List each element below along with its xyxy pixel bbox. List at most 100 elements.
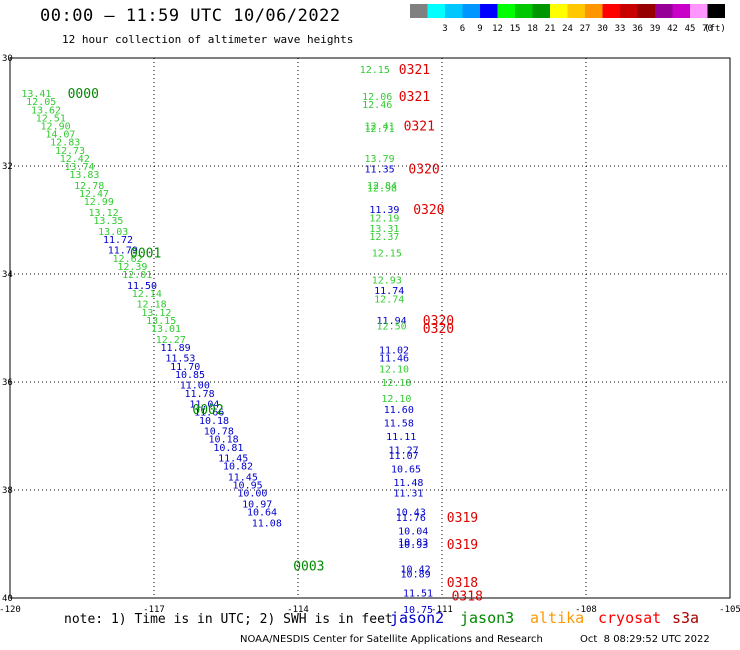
x-tick-label: -114 [287,605,309,615]
wave-height-point: 13.01 [151,324,181,335]
wave-height-point: 10.18 [199,416,229,427]
y-tick-label: 40 [2,594,13,604]
colorbar-tick-label: 42 [667,24,678,34]
wave-height-point: 13.74 [65,162,95,173]
wave-height-point: 14.07 [45,130,75,141]
wave-height-point: 10.93 [398,540,428,551]
wave-height-point: 11.04 [189,400,219,411]
wave-height-point: 12.37 [369,232,399,243]
x-tick-label: -111 [431,605,453,615]
wave-height-map: -120 -117 -114 -111 -108 -105 30 32 34 36 38 40 13.4… [0,54,740,616]
wave-height-point: 11.08 [252,518,282,529]
wave-height-point: 10.83 [398,537,428,548]
colorbar-swatch [427,4,445,18]
credit-line: NOAA/NESDIS Center for Satellite Applica… [240,634,543,645]
wave-height-point: 12.18 [137,300,167,311]
wave-height-point: 11.27 [389,446,419,457]
wave-height-point: 11.31 [393,489,423,500]
colorbar-unit: (ft) [704,24,726,34]
colorbar-swatch [620,4,638,18]
wave-height-point: 10.81 [213,443,243,454]
wave-height-point: 12.83 [50,138,80,149]
wave-height-point: 12.93 [372,275,402,286]
time-label: 0318 [447,576,478,591]
wave-height-point: 11.48 [393,478,423,489]
wave-height-point: 12.15 [372,248,402,259]
wave-height-point: 11.00 [180,381,210,392]
wave-height-point: 13.62 [31,105,61,116]
colorbar-swatch [672,4,690,18]
wave-height-point: 12.01 [122,270,152,281]
x-tick-label: -117 [143,605,165,615]
wave-height-point: 10.64 [247,508,277,519]
wave-height-point: 12.14 [132,289,162,300]
colorbar-swatch [637,4,655,18]
wave-height-point: 10.78 [204,427,234,438]
colorbar-tick-label: 70 [702,24,713,34]
time-label: 0320 [413,203,444,218]
wave-height-point: 12.71 [365,124,395,135]
wave-height-point: 10.82 [223,462,253,473]
wave-height-point: 11.60 [384,405,414,416]
wave-height-point: 13.41 [21,89,51,100]
wave-height-point: 12.41 [365,122,395,133]
wave-height-point: 12.18 [381,378,411,389]
wave-height-point: 13.83 [69,170,99,181]
wave-height-point: 12.27 [156,335,186,346]
colorbar-swatch [445,4,463,18]
x-tick-label: -120 [0,605,21,615]
colorbar-tick-label: 6 [460,24,465,34]
time-label: 0000 [68,87,99,102]
time-label: 0320 [408,163,439,178]
wave-height-point: 12.90 [41,122,71,133]
wave-height-point: 10.00 [237,489,267,500]
wave-height-point: 10.42 [401,564,431,575]
colorbar-tick-label: 18 [527,24,538,34]
time-label: 0320 [423,322,454,337]
legend-s3a: s3a [672,609,700,627]
wave-height-point: 11.79 [108,246,138,257]
color-scale-legend: 3 6 9 12 15 18 21 24 27 30 33 36 39 42 45 70(ft) [410,4,726,34]
wave-height-point: 12.10 [381,394,411,405]
y-tick-label: 32 [2,162,13,172]
wave-height-point: 12.05 [26,97,56,108]
wave-height-point: 11.39 [369,205,399,216]
wave-height-point: 10.18 [209,435,239,446]
wave-height-point: 11.72 [103,235,133,246]
wave-height-point: 11.74 [374,286,404,297]
wave-height-point: 11.76 [396,513,426,524]
legend-altika: altika [530,609,585,627]
x-tick-label: -108 [575,605,597,615]
wave-height-point: 12.46 [362,100,392,111]
wave-height-point: 13.12 [141,308,171,319]
time-label: 0001 [130,246,161,261]
time-label: 0003 [293,560,324,575]
wave-height-point: 11.51 [403,589,433,600]
wave-height-point: 12.50 [377,321,407,332]
colorbar-tick-label: 12 [492,24,503,34]
wave-height-point: 11.02 [379,346,409,357]
wave-height-point: 11.46 [379,354,409,365]
wave-height-point: 11.45 [218,454,248,465]
wave-height-point: 11.94 [377,316,407,327]
wave-height-point: 12.47 [79,189,109,200]
wave-height-point: 12.99 [84,197,114,208]
legend-jason3: jason3 [460,609,515,627]
wave-height-point: 13.03 [98,227,128,238]
wave-height-point: 11.53 [165,354,195,365]
wave-height-point: 11.66 [194,408,224,419]
y-tick-label: 36 [2,378,13,388]
time-label: 0318 [452,589,483,604]
colorbar-tick-label: 24 [562,24,573,34]
footnote: note: 1) Time is in UTC; 2) SWH is in fe… [64,612,393,627]
time-label: 0321 [399,90,430,105]
y-tick-label: 34 [2,270,13,280]
wave-height-point: 11.70 [170,362,200,373]
colorbar-tick-label: 33 [615,24,626,34]
colorbar-swatch [655,4,673,18]
wave-height-point: 11.45 [228,473,258,484]
time-label: 0320 [423,314,454,329]
time-label: 0321 [399,63,430,78]
wave-height-point: 11.50 [127,281,157,292]
